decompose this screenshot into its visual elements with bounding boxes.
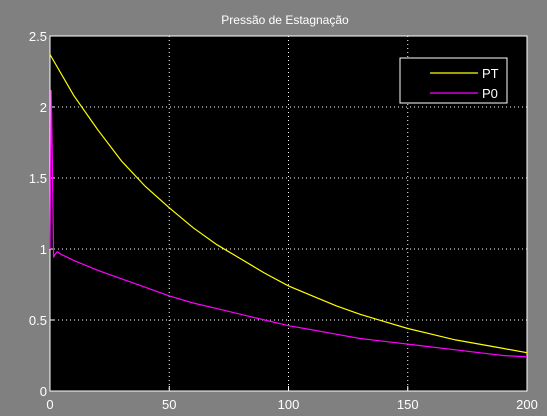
series-line-pt [49,54,528,354]
axis-ticks: 0 50 100 150 200 0 0.5 1 1.5 2 2.5 [29,29,538,412]
series-layer [49,54,528,358]
y-tick-label: 1 [40,242,47,257]
legend-label-pt: PT [482,66,499,81]
chart-title: Pressão de Estagnação [221,13,349,27]
series-line-p0 [49,89,528,358]
y-tick-label: 2.5 [29,29,47,44]
x-tick-label: 50 [162,397,176,412]
y-tick-label: 2 [40,100,47,115]
y-tick-label: 0.5 [29,313,47,328]
x-tick-label: 200 [516,397,538,412]
y-tick-label: 0 [40,384,47,399]
x-tick-label: 0 [46,397,53,412]
y-tick-label: 1.5 [29,171,47,186]
legend: PT P0 [399,57,508,104]
legend-box [399,57,508,104]
x-tick-label: 100 [278,397,300,412]
x-tick-label: 150 [397,397,419,412]
legend-label-p0: P0 [482,86,498,101]
